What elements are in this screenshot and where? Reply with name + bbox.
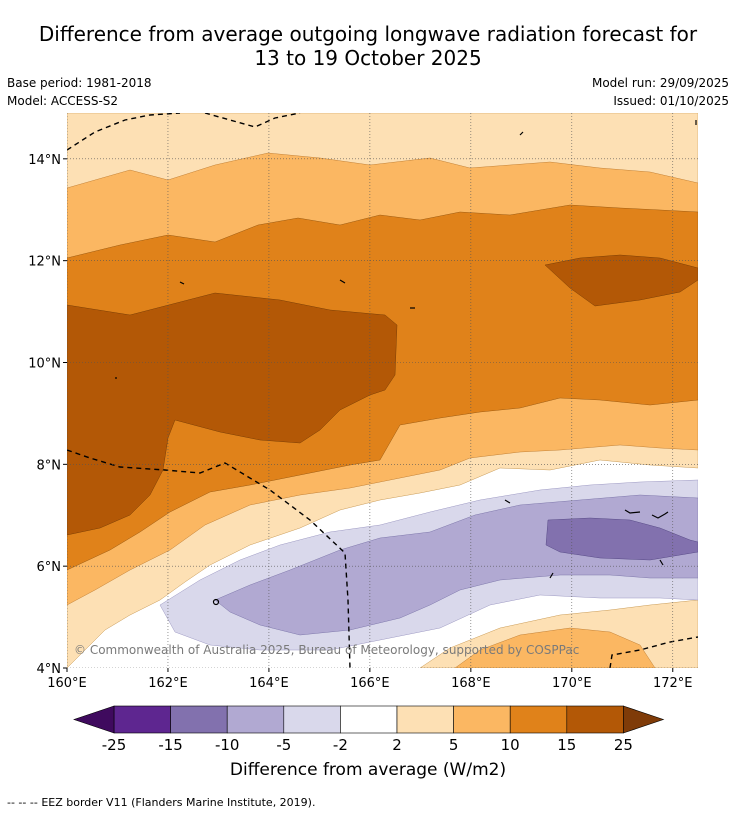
footer-legend: -- -- -- EEZ border V11 (Flanders Marine… — [7, 796, 315, 809]
colorbar-bin — [283, 705, 341, 734]
colorbar-bin — [170, 705, 228, 734]
meta-right: Model run: 29/09/2025 Issued: 01/10/2025 — [592, 74, 729, 110]
y-tick-label: 14°N — [28, 153, 61, 168]
legend-symbol: -- -- -- — [7, 796, 38, 809]
title-line-2: 13 to 19 October 2025 — [254, 46, 482, 70]
colorbar-bin — [113, 705, 171, 734]
colorbar-bin — [396, 705, 454, 734]
colorbar-bin — [509, 705, 568, 734]
plot-area: © Commonwealth of Australia 2025, Bureau… — [67, 113, 698, 668]
region-neg15-neg10 — [545, 517, 698, 561]
colorbar-bin — [566, 705, 624, 734]
x-tick-label: 166°E — [350, 676, 390, 691]
chart-title: Difference from average outgoing longwav… — [0, 22, 736, 70]
colorbar-tick-label: 25 — [614, 736, 633, 754]
colorbar-tick-label: 10 — [501, 736, 520, 754]
legend-text: EEZ border V11 (Flanders Marine Institut… — [41, 796, 316, 809]
model-run: Model run: 29/09/2025 — [591, 76, 729, 90]
colorbar-tick-label: 5 — [449, 736, 459, 754]
y-tick-label: 4°N — [37, 662, 62, 677]
issued-date: Issued: 01/10/2025 — [613, 94, 729, 108]
grid — [67, 113, 698, 668]
colorbar-tick-label: -10 — [215, 736, 240, 754]
colorbar-bin — [226, 705, 285, 734]
title-line-1: Difference from average outgoing longwav… — [38, 22, 698, 46]
colorbar-tick-label: -15 — [158, 736, 183, 754]
x-tick-label: 162°E — [148, 676, 188, 691]
region-5-10-south — [454, 627, 656, 668]
island-outlines — [115, 120, 697, 606]
watermark: © Commonwealth of Australia 2025, Bureau… — [74, 643, 579, 657]
colorbar-label: Difference from average (W/m2) — [229, 760, 507, 780]
colorbar-tick-label: -2 — [333, 736, 348, 754]
y-tick-label: 8°N — [37, 458, 62, 473]
y-tick-label: 10°N — [28, 356, 61, 371]
x-tick-label: 164°E — [249, 676, 289, 691]
colorbar-extend-low — [73, 705, 115, 734]
x-tick-label: 168°E — [451, 676, 491, 691]
y-axis: 4°N 6°N 8°N 10°N 12°N 14°N — [28, 153, 67, 677]
colorbar — [73, 705, 665, 734]
colorbar-tick-label: 15 — [557, 736, 576, 754]
colorbar-tick-label: -5 — [276, 736, 291, 754]
base-period: Base period: 1981-2018 — [7, 76, 152, 90]
y-tick-label: 12°N — [28, 255, 61, 270]
colorbar-tick-label: -25 — [102, 736, 127, 754]
colorbar-tick-label: 2 — [392, 736, 402, 754]
x-tick-label: 160°E — [47, 676, 87, 691]
x-axis: 160°E 162°E 164°E 166°E 168°E 170°E 172°E — [47, 668, 693, 691]
colorbar-extend-high — [623, 705, 665, 734]
colorbar-bin — [340, 705, 398, 734]
region-15-25-east — [544, 254, 698, 307]
colorbar-ticks: -25 -15 -10 -5 -2 2 5 10 15 25 — [102, 736, 633, 754]
x-tick-label: 172°E — [653, 676, 693, 691]
eez-border — [67, 113, 698, 668]
colorbar-bin — [453, 705, 511, 734]
meta-left: Base period: 1981-2018 Model: ACCESS-S2 — [7, 74, 152, 110]
model-name: Model: ACCESS-S2 — [7, 94, 119, 108]
region-15-25-west — [67, 292, 398, 536]
x-tick-label: 170°E — [552, 676, 592, 691]
y-tick-label: 6°N — [37, 560, 62, 575]
